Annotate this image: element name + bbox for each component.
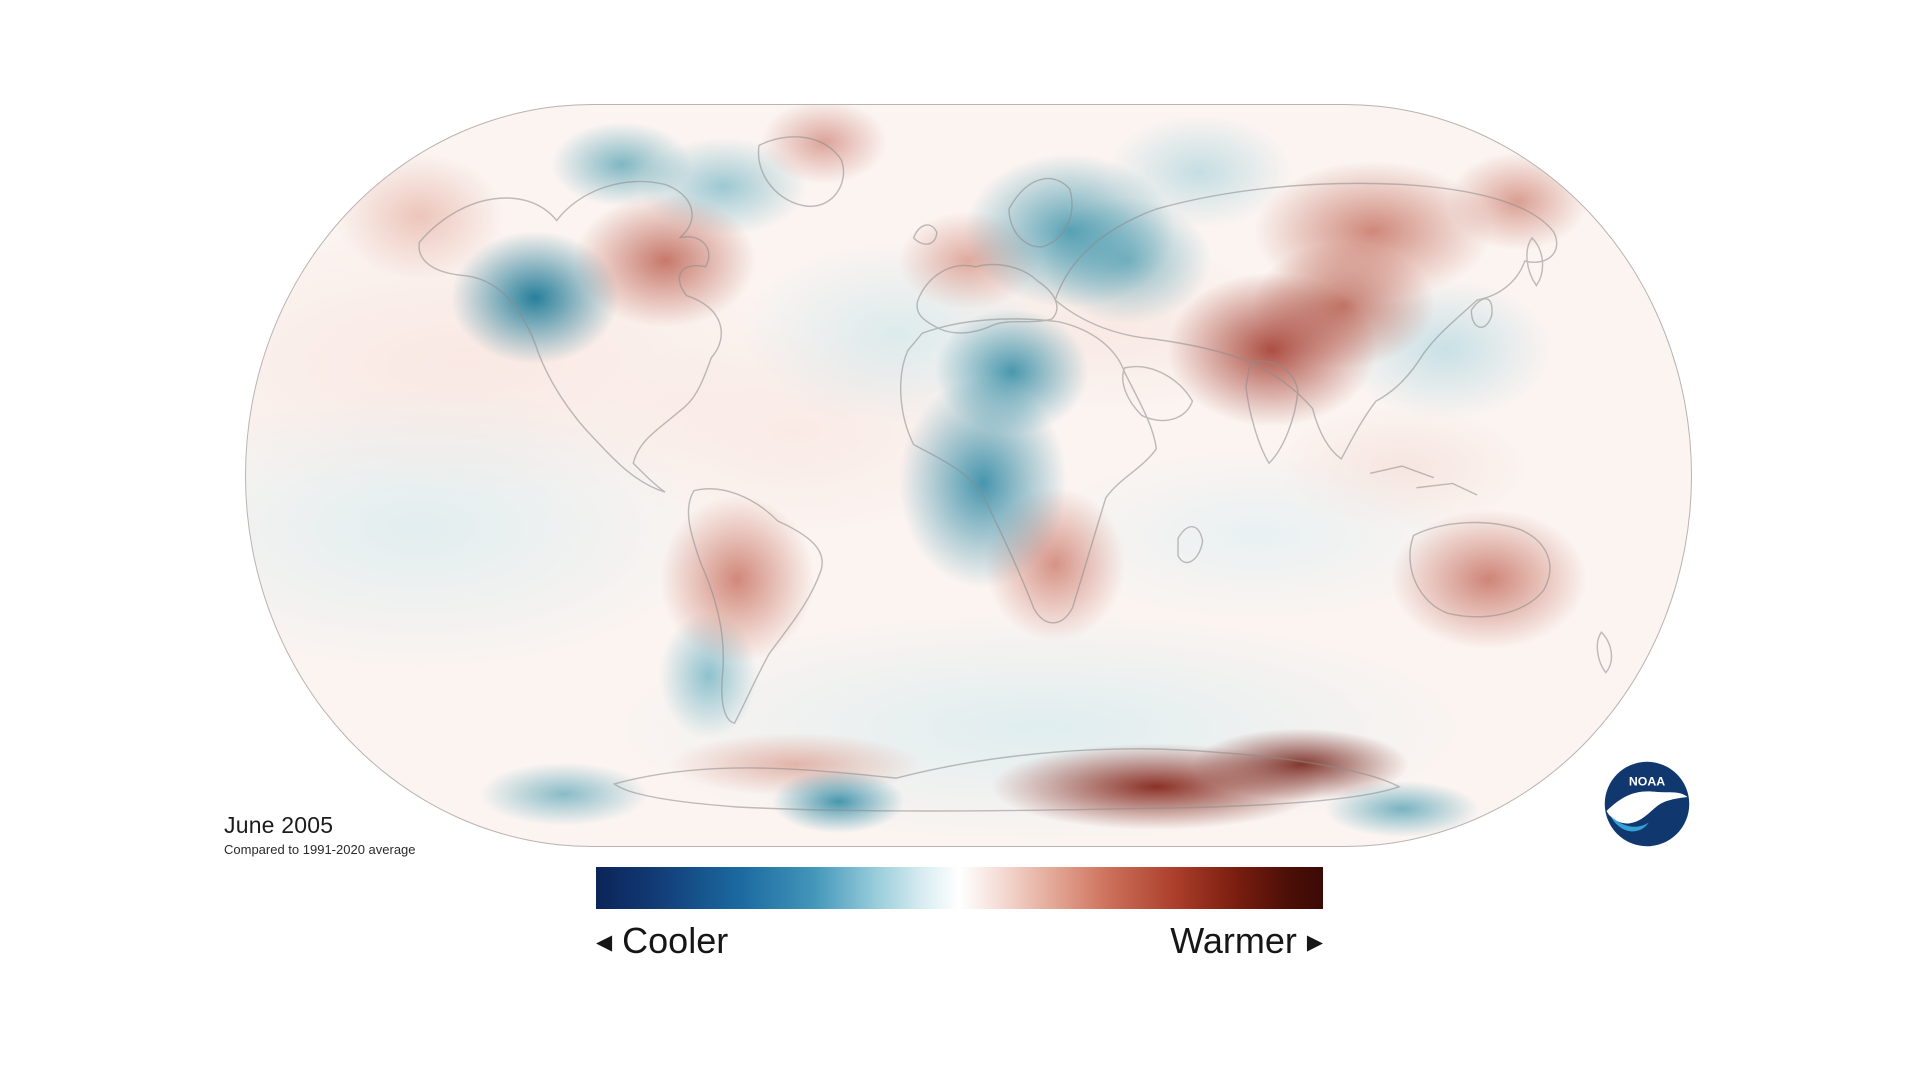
noaa-wave-icon (1610, 815, 1649, 832)
map-caption: June 2005 Compared to 1991-2020 average (224, 812, 416, 857)
temperature-anomaly-field (246, 105, 1691, 846)
cooler-label-group: ◀ Cooler (596, 920, 728, 962)
map-baseline-subtitle: Compared to 1991-2020 average (224, 842, 416, 857)
world-anomaly-map (245, 104, 1692, 847)
cooler-arrow-icon: ◀ (596, 930, 613, 954)
noaa-seagull-icon (1606, 791, 1688, 824)
map-date-title: June 2005 (224, 812, 334, 838)
colorbar (596, 867, 1323, 909)
noaa-logo: NOAA (1604, 761, 1690, 847)
warmer-label: Warmer (1170, 920, 1297, 961)
noaa-logo-text: NOAA (1629, 775, 1665, 789)
coastlines-overlay (418, 136, 1613, 812)
legend-labels: ◀ Cooler Warmer ▶ (596, 920, 1323, 962)
warmer-label-group: Warmer ▶ (1170, 920, 1323, 962)
warmer-arrow-icon: ▶ (1306, 930, 1323, 954)
cooler-label: Cooler (622, 920, 729, 961)
